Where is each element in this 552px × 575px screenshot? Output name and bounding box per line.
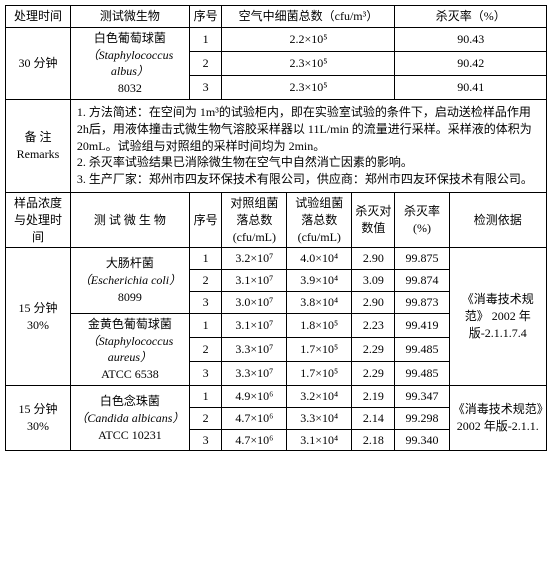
c: 2.14: [352, 407, 395, 429]
t2-h5: 试验组菌落总数(cfu/mL): [287, 192, 352, 247]
row-v: 2.3×10⁵: [222, 51, 395, 75]
t2-h1: 样品浓度与处理时间: [6, 192, 71, 247]
d: 99.485: [395, 337, 449, 361]
c: 2.29: [352, 361, 395, 385]
n: 2: [189, 337, 221, 361]
b: 1.7×10⁵: [287, 337, 352, 361]
n: 2: [189, 270, 221, 292]
a: 4.7×10⁶: [222, 407, 287, 429]
a: 3.3×10⁷: [222, 337, 287, 361]
b: 1.7×10⁵: [287, 361, 352, 385]
g1-time: 15 分钟 30%: [6, 248, 71, 386]
c: 2.19: [352, 385, 395, 407]
g2-time: 15 分钟 30%: [6, 385, 71, 450]
t1-org: 白色葡萄球菌 （Staphylococcus albus） 8032: [70, 27, 189, 99]
n: 3: [189, 429, 221, 451]
t2-h6: 杀灭对数值: [352, 192, 395, 247]
org-la: （Staphylococcus albus）: [87, 48, 174, 79]
t2-h3: 序号: [189, 192, 221, 247]
d: 99.873: [395, 291, 449, 313]
org-no: ATCC 10231: [98, 428, 162, 442]
n: 1: [189, 248, 221, 270]
a: 3.0×10⁷: [222, 291, 287, 313]
org-cn: 大肠杆菌: [106, 256, 154, 270]
row-n: 1: [189, 27, 221, 51]
org-la: （Staphylococcus aureus）: [87, 334, 174, 365]
a: 3.1×10⁷: [222, 313, 287, 337]
g2-ref: 《消毒技术规范》2002 年版-2.1.1.: [449, 385, 546, 450]
org-cn: 白色念珠菌: [100, 394, 160, 408]
n: 2: [189, 407, 221, 429]
d: 99.347: [395, 385, 449, 407]
n: 1: [189, 385, 221, 407]
row-n: 3: [189, 75, 221, 99]
row-r: 90.41: [395, 75, 547, 99]
c: 3.09: [352, 270, 395, 292]
t1-time: 30 分钟: [6, 27, 71, 99]
d: 99.419: [395, 313, 449, 337]
org-la: （Escherichia coli）: [79, 273, 181, 287]
t2-h4: 对照组菌落总数(cfu/mL): [222, 192, 287, 247]
org-cn: 金黄色葡萄球菌: [88, 317, 172, 331]
d: 99.485: [395, 361, 449, 385]
t2-h2: 测 试 微 生 物: [70, 192, 189, 247]
data-table: 处理时间 测试微生物 序号 空气中细菌总数（cfu/m³） 杀灭率（%） 30 …: [5, 5, 547, 451]
g2-org: 白色念珠菌 （Candida albicans） ATCC 10231: [70, 385, 189, 450]
n: 3: [189, 361, 221, 385]
g1-org1: 大肠杆菌 （Escherichia coli） 8099: [70, 248, 189, 313]
b: 1.8×10⁵: [287, 313, 352, 337]
t1-h2: 测试微生物: [70, 6, 189, 28]
g1-org2: 金黄色葡萄球菌 （Staphylococcus aureus） ATCC 6538: [70, 313, 189, 385]
a: 3.2×10⁷: [222, 248, 287, 270]
row-r: 90.43: [395, 27, 547, 51]
t1-h1: 处理时间: [6, 6, 71, 28]
c: 2.23: [352, 313, 395, 337]
t1-h3: 序号: [189, 6, 221, 28]
c: 2.18: [352, 429, 395, 451]
n: 1: [189, 313, 221, 337]
b: 3.1×10⁴: [287, 429, 352, 451]
a: 3.1×10⁷: [222, 270, 287, 292]
a: 4.9×10⁶: [222, 385, 287, 407]
b: 4.0×10⁴: [287, 248, 352, 270]
b: 3.9×10⁴: [287, 270, 352, 292]
remarks-text: 1. 方法简述：在空间为 1m³的试验柜内，即在实验室试验的条件下，启动送检样品…: [70, 99, 546, 192]
a: 4.7×10⁶: [222, 429, 287, 451]
t1-h5: 杀灭率（%）: [395, 6, 547, 28]
t1-h4: 空气中细菌总数（cfu/m³）: [222, 6, 395, 28]
org-no: 8099: [118, 290, 142, 304]
a: 3.3×10⁷: [222, 361, 287, 385]
row-v: 2.2×10⁵: [222, 27, 395, 51]
t2-h8: 检测依据: [449, 192, 546, 247]
row-n: 2: [189, 51, 221, 75]
org-la: （Candida albicans）: [75, 411, 184, 425]
b: 3.8×10⁴: [287, 291, 352, 313]
org-no: 8032: [118, 81, 142, 95]
d: 99.340: [395, 429, 449, 451]
row-r: 90.42: [395, 51, 547, 75]
org-cn: 白色葡萄球菌: [94, 31, 166, 45]
d: 99.874: [395, 270, 449, 292]
row-v: 2.3×10⁵: [222, 75, 395, 99]
b: 3.3×10⁴: [287, 407, 352, 429]
c: 2.90: [352, 291, 395, 313]
g1-ref: 《消毒技术规范》 2002 年版-2.1.1.7.4: [449, 248, 546, 386]
org-no: ATCC 6538: [101, 367, 159, 381]
t2-h7: 杀灭率(%): [395, 192, 449, 247]
d: 99.875: [395, 248, 449, 270]
b: 3.2×10⁴: [287, 385, 352, 407]
n: 3: [189, 291, 221, 313]
c: 2.90: [352, 248, 395, 270]
c: 2.29: [352, 337, 395, 361]
d: 99.298: [395, 407, 449, 429]
remarks-label: 备 注 Remarks: [6, 99, 71, 192]
